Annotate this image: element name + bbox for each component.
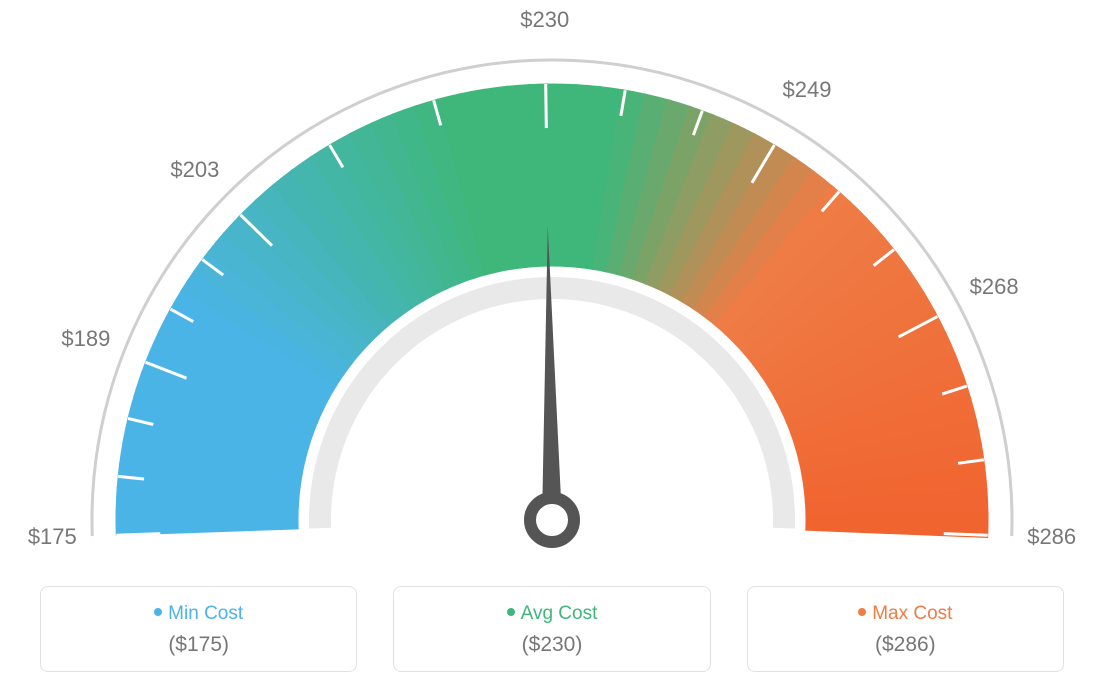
gauge-tick-label: $203 bbox=[170, 157, 219, 183]
gauge-tick-label: $175 bbox=[28, 524, 77, 550]
legend-avg-card: Avg Cost ($230) bbox=[393, 586, 710, 672]
legend-avg-value: ($230) bbox=[404, 633, 699, 657]
gauge-tick-label: $249 bbox=[783, 77, 832, 103]
gauge-needle-hub bbox=[530, 498, 574, 542]
gauge-needle bbox=[542, 226, 562, 520]
legend-min-dot bbox=[154, 608, 162, 616]
legend-max-value: ($286) bbox=[758, 633, 1053, 657]
legend-max-title: Max Cost bbox=[758, 603, 1053, 625]
legend-avg-title: Avg Cost bbox=[404, 603, 699, 625]
legend-min-card: Min Cost ($175) bbox=[40, 586, 357, 672]
gauge-tick-label: $268 bbox=[970, 274, 1019, 300]
legend-max-dot bbox=[858, 608, 866, 616]
cost-gauge-chart: $175 $189 $203 $230 $249 $268 $286 Min Cost ($… bbox=[0, 0, 1104, 690]
gauge-major-tick bbox=[944, 534, 988, 536]
gauge-major-tick bbox=[116, 534, 160, 536]
legend-min-label: Min Cost bbox=[168, 603, 243, 624]
legend-avg-label: Avg Cost bbox=[521, 603, 598, 624]
gauge-tick-label: $230 bbox=[520, 7, 569, 33]
legend-max-label: Max Cost bbox=[872, 603, 952, 624]
legend-min-title: Min Cost bbox=[51, 603, 346, 625]
legend-max-card: Max Cost ($286) bbox=[747, 586, 1064, 672]
legend-min-value: ($175) bbox=[51, 633, 346, 657]
gauge-tick-label: $286 bbox=[1027, 524, 1076, 550]
legend-avg-dot bbox=[507, 608, 515, 616]
gauge-svg bbox=[0, 0, 1104, 560]
gauge-tick-label: $189 bbox=[61, 326, 110, 352]
gauge-major-tick bbox=[546, 84, 547, 128]
gauge-area: $175 $189 $203 $230 $249 $268 $286 bbox=[0, 0, 1104, 560]
legend-row: Min Cost ($175) Avg Cost ($230) Max Cost… bbox=[0, 586, 1104, 672]
